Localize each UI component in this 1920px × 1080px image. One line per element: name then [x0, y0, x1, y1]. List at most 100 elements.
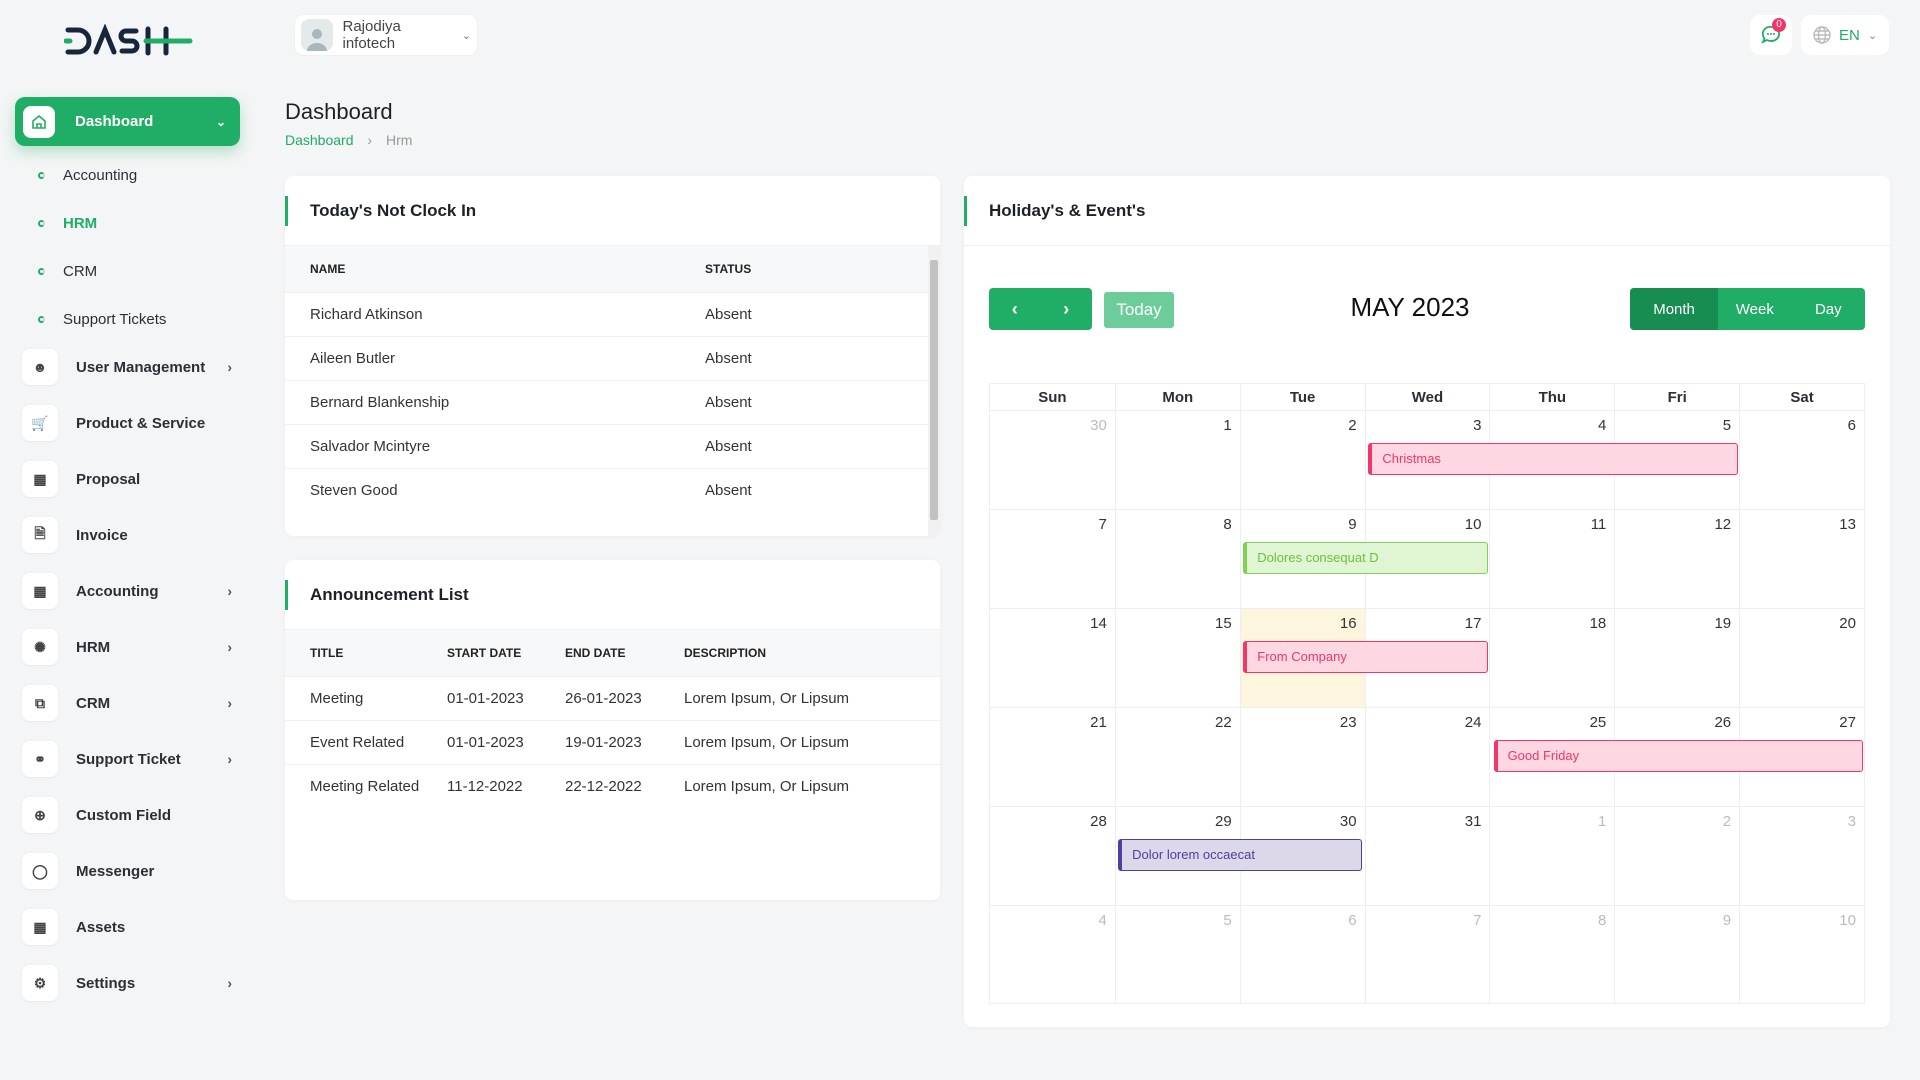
calendar-day[interactable]: 20 — [1739, 609, 1864, 707]
breadcrumb: Dashboard › Hrm — [285, 132, 412, 148]
cart-icon: 🛒 — [22, 405, 58, 441]
column-header: TITLE — [285, 630, 447, 676]
calendar-event[interactable]: Christmas — [1368, 443, 1738, 475]
calendar-week: 4 5 6 7 8 9 10 — [989, 905, 1865, 1004]
sidebar-item-user-management[interactable]: ☻ User Management › — [22, 349, 232, 385]
file-icon: 🗎 — [22, 517, 58, 553]
calendar-day[interactable]: 12 — [1614, 510, 1739, 608]
sidebar-item-label: HRM — [76, 638, 111, 656]
calendar-day[interactable]: 2 — [1239, 411, 1365, 509]
calendar-day[interactable]: 6 — [1239, 906, 1365, 1003]
table-row[interactable]: Meeting 01-01-2023 26-01-2023 Lorem Ipsum, … — [285, 675, 940, 720]
sidebar-item-invoice[interactable]: 🗎 Invoice — [22, 517, 232, 553]
calendar-day[interactable]: 1 — [1114, 411, 1240, 509]
company-name: Rajodiya infotech — [342, 18, 401, 52]
calendar-day[interactable]: 8 — [1489, 906, 1614, 1003]
card-title: Today's Not Clock In — [285, 196, 476, 226]
description-cell: Lorem Ipsum, Or Lipsum — [684, 763, 940, 808]
calendar-day[interactable]: 7 — [1098, 516, 1107, 533]
sidebar-item-support-ticket[interactable]: ⚭ Support Ticket › — [22, 741, 232, 777]
today-button[interactable]: Today — [1104, 292, 1174, 328]
submenu-item-accounting[interactable]: Accounting — [38, 163, 137, 187]
company-selector[interactable]: Rajodiya infotech ⌄ — [294, 14, 478, 56]
sidebar-item-hrm[interactable]: ✺ HRM › — [22, 629, 232, 665]
calendar-day[interactable]: 11 — [1489, 510, 1614, 608]
table-row[interactable]: Event Related 01-01-2023 19-01-2023 Lorem I… — [285, 719, 940, 764]
sidebar-item-dashboard[interactable]: Dashboard ⌄ — [15, 97, 240, 146]
sidebar-item-label: User Management — [76, 358, 206, 376]
weekday-header: Fri — [1614, 384, 1739, 411]
table-row: Bernard Blankenship Absent — [285, 379, 928, 424]
breadcrumb-dashboard[interactable]: Dashboard — [285, 132, 354, 148]
message-icon: ◯ — [22, 853, 58, 889]
calendar-day[interactable]: 15 — [1114, 609, 1240, 707]
table-row: Richard Atkinson Absent — [285, 291, 928, 336]
calendar-day[interactable]: 18 — [1489, 609, 1614, 707]
name-cell: Bernard Blankenship — [285, 379, 705, 424]
sidebar-item-label: Custom Field — [76, 806, 172, 824]
weekday-header: Mon — [1114, 384, 1240, 411]
messages-button[interactable]: 0 — [1750, 15, 1792, 55]
calendar-day[interactable]: 14 — [1090, 615, 1107, 632]
calendar-event[interactable]: Dolor lorem occaecat — [1118, 839, 1363, 871]
calendar-day[interactable]: 8 — [1114, 510, 1240, 608]
status-cell: Absent — [705, 379, 928, 424]
sidebar-item-settings[interactable]: ⚙ Settings › — [22, 965, 232, 1001]
sidebar-item-label: Proposal — [76, 470, 141, 488]
prev-month-button[interactable]: ‹ — [1011, 298, 1018, 319]
view-month-button[interactable]: Month — [1630, 288, 1719, 330]
sidebar-item-crm[interactable]: ⧉ CRM › — [22, 685, 232, 721]
calendar-day[interactable]: 31 — [1364, 807, 1490, 905]
language-selector[interactable]: EN ⌄ — [1801, 15, 1889, 55]
view-day-button[interactable]: Day — [1814, 300, 1842, 318]
calendar-day[interactable]: 13 — [1739, 510, 1864, 608]
calendar-day[interactable]: 4 — [1098, 912, 1107, 929]
calendar-day[interactable]: 5 — [1114, 906, 1240, 1003]
calendar-month-title: MAY 2023 — [1350, 292, 1470, 322]
bullet-icon — [38, 315, 45, 323]
dash-logo — [64, 24, 193, 56]
calendar-day[interactable]: 19 — [1614, 609, 1739, 707]
sidebar-item-proposal[interactable]: ▦ Proposal — [22, 461, 232, 497]
calendar-event[interactable]: From Company — [1243, 641, 1488, 673]
calendar-day[interactable]: 21 — [1090, 714, 1107, 731]
sidebar-item-product-service[interactable]: 🛒 Product & Service — [22, 405, 232, 441]
calendar-day[interactable]: 9 — [1239, 510, 1365, 608]
next-month-button[interactable]: › — [1063, 298, 1070, 319]
calendar-day[interactable]: 22 — [1114, 708, 1240, 806]
calendar-day[interactable]: 3 — [1364, 411, 1490, 509]
calendar-day[interactable]: 30 — [1090, 417, 1107, 434]
scrollbar[interactable] — [928, 246, 940, 536]
sidebar-item-messenger[interactable]: ◯ Messenger — [22, 853, 232, 889]
status-cell: Absent — [705, 291, 928, 336]
submenu-item-hrm[interactable]: HRM — [38, 211, 97, 235]
calendar-event[interactable]: Dolores consequat D — [1243, 542, 1488, 574]
calendar-day[interactable]: 9 — [1614, 906, 1739, 1003]
start-date-cell: 01-01-2023 — [447, 719, 565, 764]
sidebar-item-custom-field[interactable]: ⊕ Custom Field — [22, 797, 232, 833]
calendar-day[interactable]: 6 — [1739, 411, 1864, 509]
calendar-day[interactable]: 1 — [1489, 807, 1614, 905]
submenu-item-crm[interactable]: CRM — [38, 259, 97, 283]
view-week-button[interactable]: Week — [1735, 300, 1774, 318]
calendar-day[interactable]: 25 — [1489, 708, 1614, 806]
table-row[interactable]: Meeting Related 11-12-2022 22-12-2022 Lorem… — [285, 763, 940, 808]
calendar-week: 7 8 9 10 11 12 13 Dolores consequat D — [989, 509, 1865, 608]
calendar-day[interactable]: 2 — [1614, 807, 1739, 905]
view-switcher: Month Week Day — [1630, 288, 1865, 330]
calendar-day[interactable]: 23 — [1239, 708, 1365, 806]
weekday-header: Tue — [1239, 384, 1365, 411]
calendar-day[interactable]: 10 — [1739, 906, 1864, 1003]
sidebar-item-assets[interactable]: ▦ Assets — [22, 909, 232, 945]
submenu-item-support-tickets[interactable]: Support Tickets — [38, 307, 166, 331]
calendar-event[interactable]: Good Friday — [1493, 740, 1863, 772]
calendar-day[interactable]: 7 — [1364, 906, 1490, 1003]
sidebar-item-accounting[interactable]: ▦ Accounting › — [22, 573, 232, 609]
calendar-day[interactable]: 3 — [1739, 807, 1864, 905]
name-cell: Salvador Mcintyre — [285, 423, 705, 468]
submenu-item-label: HRM — [63, 214, 98, 232]
sidebar-item-label: Accounting — [76, 582, 159, 600]
calendar-day[interactable]: 28 — [1090, 813, 1107, 830]
calendar-day[interactable]: 24 — [1364, 708, 1490, 806]
calendar-day[interactable]: 29 — [1114, 807, 1240, 905]
